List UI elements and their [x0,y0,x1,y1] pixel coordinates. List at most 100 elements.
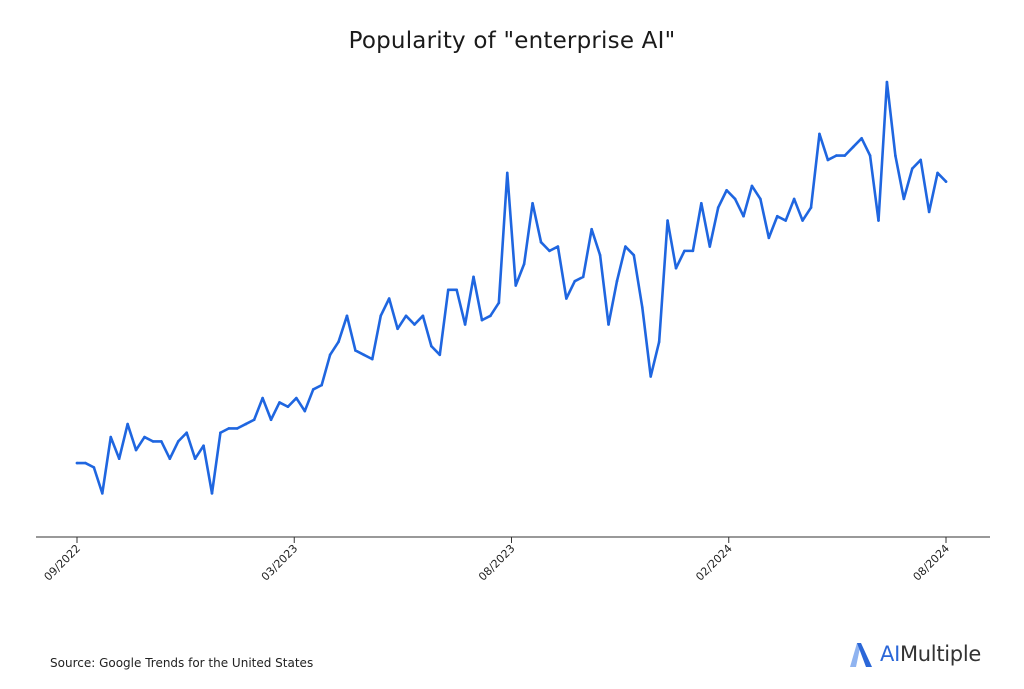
data-point [826,158,830,162]
chart-title: Popularity of "enterprise AI" [348,28,676,54]
data-point [936,171,939,175]
data-point [101,492,104,495]
source-note: Source: Google Trends for the United Sta… [50,656,314,670]
data-point [202,444,205,448]
data-point [539,240,543,244]
data-point [354,349,357,352]
data-point [565,297,568,300]
data-point [387,297,391,300]
data-point [581,275,585,279]
data-point [649,375,653,378]
data-point [598,253,602,257]
data-point [902,197,906,201]
data-point [193,457,197,461]
data-point [750,184,754,188]
data-point [531,201,534,205]
data-point [404,314,408,318]
data-point [548,249,551,253]
logo-text-ai: AI [880,642,900,666]
data-point [311,388,315,391]
data-point [809,206,813,209]
data-point [269,418,273,422]
data-point [143,435,146,439]
data-point [151,440,155,443]
data-point [413,323,416,326]
data-point [860,136,863,140]
data-point [303,409,307,413]
data-point [573,279,577,283]
data-point [362,353,366,357]
data-point [421,314,425,318]
data-point [767,236,771,240]
data-point [944,180,948,183]
data-point [801,219,804,222]
data-point [632,253,636,257]
data-point [784,219,787,222]
data-point [927,210,931,214]
data-point [320,383,323,387]
data-point [877,219,880,222]
data-point [624,245,627,248]
data-point [489,314,492,318]
data-point [345,314,349,318]
data-point [286,405,290,409]
data-point [109,435,113,439]
data-point [261,396,264,400]
data-point [295,396,298,400]
data-point [885,80,889,84]
data-point [92,466,96,469]
logo-text-multiple: Multiple [899,642,981,666]
data-point [818,132,821,136]
data-point [775,214,779,218]
x-tick-label: 08/2024 [911,542,953,584]
data-point [176,440,180,443]
data-point [910,167,914,170]
data-point [160,440,163,443]
data-point [725,188,728,192]
x-axis-ticks: 09/2022 03/2023 08/2023 02/2024 08/2024 [42,537,953,584]
data-point [75,461,79,465]
data-point [733,197,737,201]
data-point [446,288,450,292]
data-point [219,431,222,435]
data-point [438,353,442,357]
data-point [210,492,214,495]
data-point [328,353,332,357]
data-point [84,461,87,465]
data-point [691,249,695,253]
data-point [868,154,872,157]
data-point [674,266,678,270]
aimultiple-logo: AIMultiple [848,636,981,672]
data-point [835,154,838,157]
data-point [168,457,172,461]
data-point [463,323,467,326]
data-point [472,275,475,279]
data-point [607,323,610,326]
data-point [244,422,248,426]
data-point [396,327,399,331]
data-point [792,197,796,201]
data-point [379,314,383,318]
data-point [522,262,526,266]
data-point [716,206,720,209]
aimultiple-logo-icon [850,643,872,667]
data-point [497,301,501,305]
data-point [742,214,745,218]
data-point [505,171,509,175]
aimultiple-logo-text: AIMultiple [880,642,981,666]
data-point [759,197,762,201]
series-layer [75,80,948,495]
data-point [556,245,560,248]
data-point [683,249,686,253]
x-tick-label: 02/2024 [693,542,735,584]
data-point [657,340,661,344]
data-point [126,422,129,426]
data-point [851,145,855,149]
data-point [236,427,239,430]
data-point [227,427,231,430]
data-point [185,431,188,435]
x-tick-label: 09/2022 [42,542,84,584]
data-point [252,418,256,422]
data-point [117,457,121,461]
